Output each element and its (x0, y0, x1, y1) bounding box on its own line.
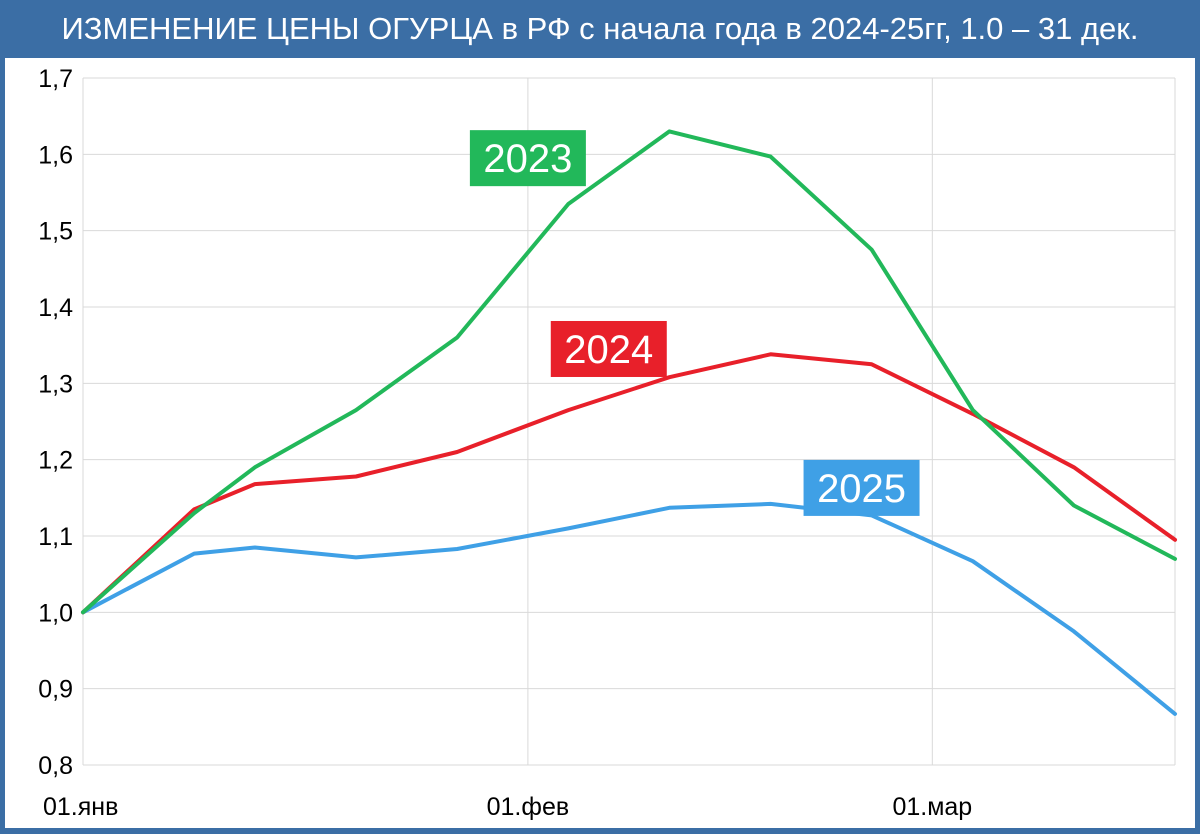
series-labels: 2023 2024 2025 (469, 130, 920, 516)
series-lines (81, 129, 1177, 716)
plot-area: 2023 2024 2025 0,8 0,9 1,0 1,1 1,2 1,3 1,4 1,5 1,6… (5, 58, 1195, 828)
series-label-box-2025 (803, 459, 920, 516)
y-tick-label: 0,8 (38, 752, 73, 780)
y-tick-label: 1,3 (38, 370, 73, 398)
x-tick-label: 01.мар (892, 793, 972, 821)
x-tick-label: 01.янв (43, 793, 118, 821)
y-tick-label: 0,9 (38, 676, 73, 704)
x-tick-label: 01.фев (487, 793, 570, 821)
gridlines (82, 77, 1176, 766)
y-tick-label: 1,0 (38, 599, 73, 627)
series-line-2025 (81, 501, 1177, 716)
line-chart: 2023 2024 2025 0,8 0,9 1,0 1,1 1,2 1,3 1,4 1,5 1,6… (38, 65, 1177, 821)
y-tick-label: 1,4 (38, 294, 73, 322)
series-label-2024: 2024 (564, 328, 653, 372)
y-tick-label: 1,6 (38, 141, 73, 169)
series-label-2025: 2025 (817, 467, 906, 511)
series-line-2023 (81, 129, 1177, 615)
series-label-2023: 2023 (483, 137, 572, 181)
y-tick-label: 1,5 (38, 218, 73, 246)
series-label-box-2024 (550, 320, 667, 377)
y-tick-label: 1,2 (38, 447, 73, 475)
series-label-box-2023 (469, 130, 586, 187)
y-tick-label: 1,7 (38, 65, 73, 93)
axis-labels: 0,8 0,9 1,0 1,1 1,2 1,3 1,4 1,5 1,6 1,7 01.янв 01.ф… (38, 65, 972, 821)
series-line-2024 (81, 352, 1177, 615)
y-tick-label: 1,1 (38, 523, 73, 551)
chart-title: ИЗМЕНЕНИЕ ЦЕНЫ ОГУРЦА в РФ с начала года… (61, 11, 1139, 46)
